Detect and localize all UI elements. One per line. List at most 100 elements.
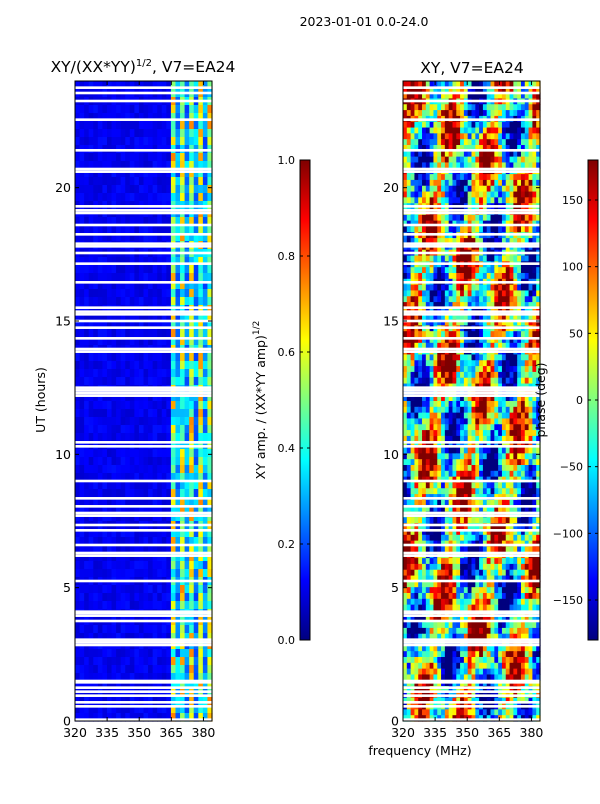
heatmap-cell xyxy=(487,296,491,302)
heatmap-cell xyxy=(403,139,407,145)
heatmap-cell xyxy=(189,137,194,146)
heatmap-cell xyxy=(483,151,487,157)
heatmap-cell xyxy=(189,153,194,162)
heatmap-cell xyxy=(529,197,533,203)
heatmap-cell xyxy=(130,601,135,610)
heatmap-cell xyxy=(468,273,472,279)
heatmap-cell xyxy=(464,296,468,302)
heatmap-cell xyxy=(426,407,430,413)
heatmap-cell xyxy=(175,593,180,602)
heatmap-cell xyxy=(517,296,521,302)
heatmap-cell xyxy=(162,297,167,306)
heatmap-cell xyxy=(437,197,441,203)
heatmap-cell xyxy=(472,285,476,291)
heatmap-cell xyxy=(75,265,80,274)
heatmap-cell xyxy=(418,366,422,372)
heatmap-cell xyxy=(84,593,89,602)
heatmap-cell xyxy=(468,378,472,384)
heatmap-cell xyxy=(102,153,107,162)
figure-suptitle: 2023-01-01 0.0-24.0 xyxy=(300,14,429,29)
heatmap-cell xyxy=(529,226,533,232)
heatmap-cell xyxy=(157,401,162,410)
heatmap-cell xyxy=(153,401,158,410)
heatmap-cell xyxy=(98,425,103,434)
heatmap-cell xyxy=(521,360,525,366)
heatmap-cell xyxy=(464,418,468,424)
heatmap-cell xyxy=(452,256,456,262)
heatmap-cell xyxy=(80,649,85,658)
heatmap-cell xyxy=(153,569,158,578)
heatmap-cell xyxy=(116,657,121,666)
heatmap-cell xyxy=(180,569,185,578)
heatmap-cell xyxy=(185,569,190,578)
heatmap-cell xyxy=(441,372,445,378)
heatmap-cell xyxy=(148,569,153,578)
heatmap-cell xyxy=(203,457,208,466)
heatmap-cell xyxy=(532,448,536,454)
heatmap-cell xyxy=(171,121,176,130)
heatmap-cell xyxy=(464,186,468,192)
heatmap-cell xyxy=(157,153,162,162)
heatmap-cell xyxy=(198,561,203,570)
heatmap-cell xyxy=(203,561,208,570)
heatmap-cell xyxy=(521,459,525,465)
heatmap-cell xyxy=(134,449,139,458)
heatmap-cell xyxy=(125,121,130,130)
heatmap-cell xyxy=(445,360,449,366)
heatmap-cell xyxy=(449,401,453,407)
heatmap-cell xyxy=(441,186,445,192)
heatmap-cell xyxy=(189,625,194,634)
heatmap-cell xyxy=(162,353,167,362)
heatmap-cell xyxy=(452,215,456,221)
heatmap-cell xyxy=(125,425,130,434)
heatmap-cell xyxy=(121,425,126,434)
heatmap-cell xyxy=(430,151,434,157)
heatmap-cell xyxy=(93,177,98,186)
heatmap-cell xyxy=(203,289,208,298)
heatmap-cell xyxy=(475,186,479,192)
heatmap-cell xyxy=(449,360,453,366)
heatmap-cell xyxy=(403,430,407,436)
heatmap-cell xyxy=(460,186,464,192)
heatmap-cell xyxy=(148,185,153,194)
heatmap-cell xyxy=(125,601,130,610)
heatmap-cell xyxy=(75,177,80,186)
heatmap-cell xyxy=(452,226,456,232)
heatmap-cell xyxy=(203,449,208,458)
heatmap-cell xyxy=(407,186,411,192)
heatmap-cell xyxy=(89,401,94,410)
heatmap-cell xyxy=(472,256,476,262)
heatmap-cell xyxy=(198,665,203,674)
heatmap-cell xyxy=(98,657,103,666)
heatmap-cell xyxy=(121,409,126,418)
heatmap-cell xyxy=(153,273,158,282)
heatmap-cell xyxy=(157,329,162,338)
heatmap-cell xyxy=(121,129,126,138)
heatmap-cell xyxy=(494,290,498,296)
heatmap-cell xyxy=(194,585,199,594)
heatmap-cell xyxy=(203,425,208,434)
heatmap-cell xyxy=(148,657,153,666)
heatmap-cell xyxy=(494,192,498,198)
heatmap-cell xyxy=(194,465,199,474)
heatmap-cell xyxy=(418,285,422,291)
heatmap-cell xyxy=(510,331,514,337)
heatmap-cell xyxy=(98,489,103,498)
heatmap-cell xyxy=(479,267,483,273)
heatmap-cell xyxy=(437,139,441,145)
heatmap-cell xyxy=(134,297,139,306)
heatmap-cell xyxy=(475,215,479,221)
heatmap-cell xyxy=(411,331,415,337)
heatmap-cell xyxy=(80,425,85,434)
heatmap-cell xyxy=(468,471,472,477)
heatmap-cell xyxy=(491,133,495,139)
heatmap-cell xyxy=(498,151,502,157)
heatmap-cell xyxy=(139,297,144,306)
heatmap-cell xyxy=(139,433,144,442)
heatmap-cell xyxy=(521,186,525,192)
heatmap-cell xyxy=(483,372,487,378)
heatmap-cell xyxy=(403,157,407,163)
heatmap-cell xyxy=(491,296,495,302)
heatmap-cell xyxy=(475,453,479,459)
heatmap-cell xyxy=(157,449,162,458)
